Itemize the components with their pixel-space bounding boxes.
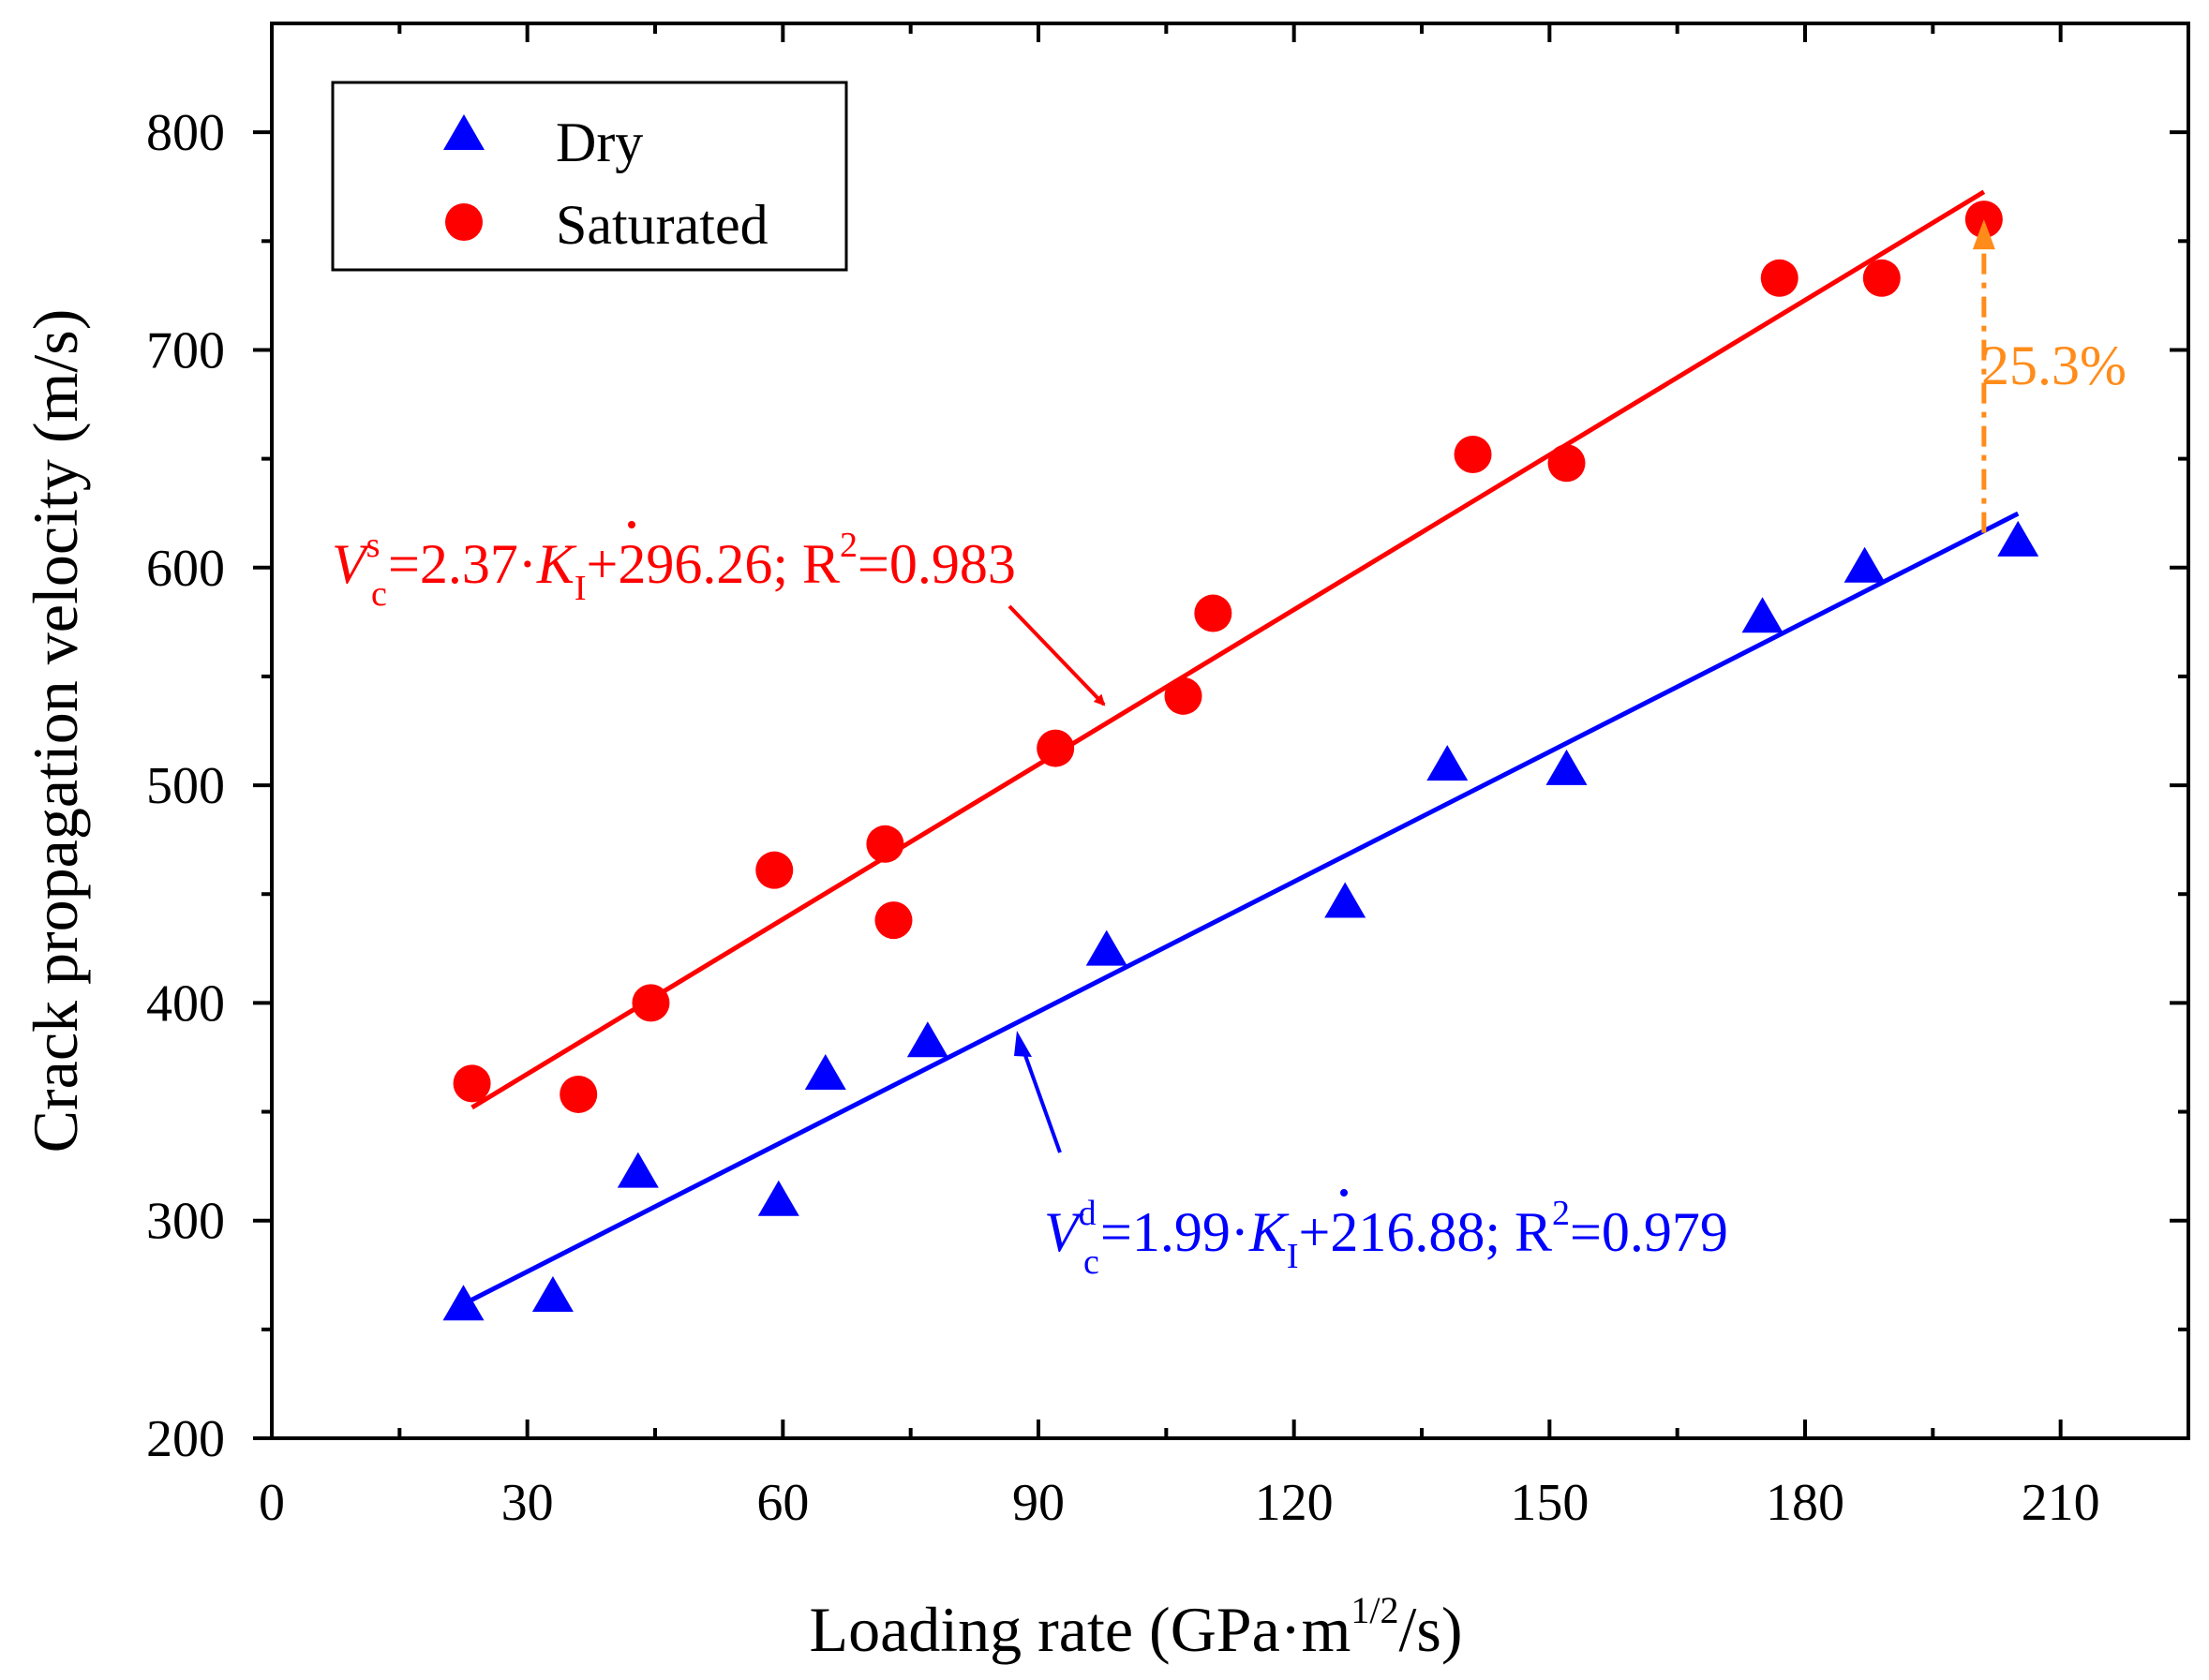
dry-eq-sub: c bbox=[1083, 1242, 1099, 1282]
dry-point bbox=[1997, 520, 2039, 557]
saturated-point bbox=[1194, 594, 1232, 632]
plot-frame bbox=[270, 22, 2190, 1440]
saturated-eq-kdot bbox=[628, 521, 635, 528]
dry-eq-rest: +216.88; R bbox=[1299, 1201, 1553, 1263]
dry-eq-k-sub: I bbox=[1287, 1237, 1299, 1276]
legend-saturated-label: Saturated bbox=[556, 194, 769, 256]
y-axis-ticks: 200 300 400 500 600 700 800 bbox=[146, 104, 2188, 1468]
saturated-eq-rest: +296.26; R bbox=[587, 533, 841, 595]
y-tick-label: 200 bbox=[146, 1410, 225, 1468]
dry-eq-sup: d bbox=[1079, 1194, 1097, 1233]
x-axis-title-sup: 1/2 bbox=[1351, 1589, 1398, 1631]
dry-fit-line bbox=[462, 511, 2020, 1306]
saturated-point bbox=[874, 901, 913, 940]
legend-box bbox=[331, 81, 848, 272]
x-tick-label: 0 bbox=[259, 1474, 285, 1532]
y-axis-title: Crack propagation velocity (m/s) bbox=[20, 309, 91, 1153]
dry-point bbox=[617, 1152, 659, 1188]
saturated-point bbox=[1164, 676, 1202, 715]
saturated-eq-r-val: =0.983 bbox=[858, 533, 1016, 595]
saturated-eq-sub: c bbox=[371, 574, 387, 614]
saturated-point bbox=[1547, 444, 1586, 483]
dry-eq-k: K bbox=[1248, 1201, 1290, 1263]
dry-point bbox=[1085, 929, 1127, 966]
saturated-point bbox=[1862, 259, 1901, 297]
legend-saturated-marker bbox=[445, 203, 483, 241]
dry-point bbox=[1426, 745, 1469, 781]
dry-eq-coef: =1.99· bbox=[1100, 1201, 1249, 1263]
dry-point bbox=[906, 1021, 948, 1058]
saturated-eq-coef: =2.37· bbox=[388, 533, 537, 595]
x-tick-label: 180 bbox=[1766, 1474, 1844, 1532]
x-tick-label: 210 bbox=[2022, 1474, 2100, 1532]
x-tick-label: 90 bbox=[1012, 1474, 1065, 1532]
legend-dry-marker bbox=[443, 114, 485, 150]
saturated-equation: Vs c=2.37·KI+296.26; R2=0.983 bbox=[332, 521, 1016, 614]
saturated-point bbox=[1760, 259, 1799, 297]
increase-annotation bbox=[1972, 219, 1995, 533]
saturated-point bbox=[632, 984, 670, 1022]
saturated-point bbox=[453, 1064, 491, 1103]
saturated-fit-line bbox=[470, 189, 1986, 1110]
dry-point bbox=[1324, 882, 1366, 918]
saturated-eq-k: K bbox=[536, 533, 577, 595]
dry-point bbox=[531, 1276, 574, 1312]
dry-point bbox=[1741, 597, 1784, 633]
x-tick-label: 60 bbox=[756, 1474, 809, 1532]
increase-arrow-head bbox=[1972, 219, 1995, 250]
dry-point bbox=[1843, 546, 1886, 583]
y-tick-label: 800 bbox=[146, 104, 225, 162]
y-tick-label: 300 bbox=[146, 1193, 225, 1251]
saturated-point bbox=[1454, 435, 1492, 473]
dry-point bbox=[804, 1054, 846, 1091]
saturated-eq-r-sup: 2 bbox=[840, 526, 858, 565]
dry-eq-r-sup: 2 bbox=[1552, 1194, 1570, 1233]
dry-eq-kdot bbox=[1340, 1189, 1348, 1197]
saturated-eq-arrow bbox=[1007, 604, 1106, 706]
x-tick-label: 150 bbox=[1510, 1474, 1589, 1532]
svg-text:Vsc=2.37·KI+296.26; R2=0.983: Vs c=2.37·KI+296.26; R2=0.983 bbox=[332, 526, 1016, 614]
svg-text:Vdc=1.99·KI+216.88; R2=0.979: Vd c=1.99·KI+216.88; R2=0.979 bbox=[1044, 1194, 1728, 1282]
dry-point bbox=[757, 1180, 799, 1216]
increase-label: 25.3% bbox=[1981, 335, 2127, 396]
saturated-point bbox=[1037, 729, 1075, 767]
saturated-eq-sup: s bbox=[366, 526, 381, 565]
dry-point bbox=[442, 1285, 485, 1321]
legend: Dry Saturated bbox=[331, 81, 848, 272]
data-points bbox=[442, 201, 2039, 1321]
dry-eq-arrow bbox=[1014, 1031, 1062, 1153]
x-axis-title-prefix: Loading rate (GPa·m bbox=[810, 1594, 1351, 1665]
dry-eq-r-val: =0.979 bbox=[1570, 1201, 1728, 1263]
y-tick-label: 400 bbox=[146, 974, 225, 1033]
saturated-point bbox=[755, 851, 794, 889]
fit-lines bbox=[462, 189, 2020, 1306]
y-tick-label: 600 bbox=[146, 540, 225, 598]
dry-eq-v: V bbox=[1044, 1201, 1084, 1263]
saturated-point bbox=[560, 1075, 598, 1113]
x-tick-label: 30 bbox=[501, 1474, 554, 1532]
x-tick-label: 120 bbox=[1255, 1474, 1334, 1532]
dry-point bbox=[1545, 749, 1588, 785]
x-axis-ticks: 0 30 60 90 120 150 180 210 bbox=[259, 23, 2100, 1532]
dry-equation: Vd c=1.99·KI+216.88; R2=0.979 bbox=[1044, 1189, 1728, 1282]
x-axis-title: Loading rate (GPa·m1/2/s) bbox=[810, 1589, 1463, 1665]
saturated-eq-k-sub: I bbox=[575, 569, 587, 608]
legend-dry-label: Dry bbox=[556, 112, 643, 173]
y-tick-label: 700 bbox=[146, 321, 225, 379]
saturated-point bbox=[866, 825, 904, 863]
saturated-eq-v: V bbox=[332, 533, 372, 595]
x-axis-title-suffix: /s) bbox=[1398, 1594, 1462, 1665]
y-tick-label: 500 bbox=[146, 757, 225, 815]
